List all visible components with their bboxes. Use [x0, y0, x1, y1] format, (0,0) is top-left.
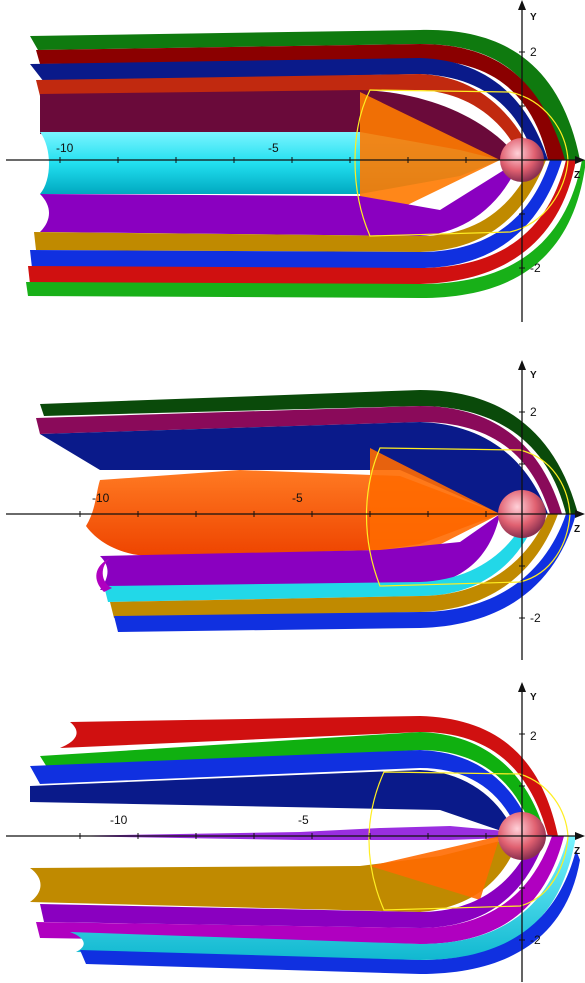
box-outline — [368, 771, 569, 911]
sheet-top-3 — [40, 422, 548, 514]
z-axis-arrow-icon — [575, 832, 585, 840]
y-axis-arrow-icon — [518, 0, 526, 10]
z-tick-label: -5 — [298, 813, 309, 827]
axes — [6, 366, 578, 660]
y-tick-label: 2 — [530, 405, 537, 419]
z-axis-label: Z — [574, 170, 580, 181]
z-tick-label: -10 — [110, 813, 128, 827]
sheet-bottom-1 — [100, 514, 500, 590]
y-ticks — [519, 733, 525, 941]
y-tick-label: -2 — [530, 611, 541, 625]
box-outline — [365, 447, 571, 587]
axes — [6, 688, 578, 982]
z-axis-arrow-icon — [575, 510, 585, 518]
sheet-top-2 — [40, 732, 546, 836]
sheet-top-1 — [60, 716, 558, 836]
z-tick-label: -10 — [56, 141, 74, 155]
sheet-bottom-5 — [80, 850, 580, 974]
sheet-bottom-1 — [40, 160, 520, 236]
y-tick-label: 2 — [530, 45, 537, 59]
sheet-bottom-2 — [40, 836, 546, 928]
panel-2-plot: -10 -5 2 -2 Z Y — [6, 360, 585, 660]
sheet-top-3 — [30, 750, 534, 836]
y-tick-label: 2 — [530, 729, 537, 743]
sheet-bottom-4 — [70, 836, 576, 960]
box-outline — [354, 89, 569, 237]
panel-3-plot: -10 -5 2 -2 Z Y — [6, 682, 585, 982]
z-ticks — [79, 833, 487, 839]
z-axis-label: Z — [574, 524, 580, 535]
y-axis-arrow-icon — [518, 682, 526, 692]
z-ticks — [79, 511, 487, 517]
z-tick-label: -5 — [292, 491, 303, 505]
z-tick-label: -5 — [268, 141, 279, 155]
sheet-bottom-3 — [30, 160, 562, 268]
sheet-bottom-5 — [26, 160, 585, 298]
magnetosphere-sheets — [36, 390, 578, 632]
sheet-bottom-1 — [30, 836, 520, 912]
sheet-center — [60, 826, 560, 840]
magnetosphere-sheets — [26, 29, 585, 298]
y-tick-label: -2 — [530, 261, 541, 275]
panel-3: -10 -5 2 -2 Z Y — [0, 660, 585, 983]
sheet-bottom-5 — [96, 558, 112, 592]
sheet-top-4 — [30, 770, 516, 836]
sheet-bottom-2 — [104, 514, 538, 602]
z-axis-label: Z — [574, 846, 580, 857]
sheet-top-3 — [30, 58, 548, 160]
y-axis-label: Y — [530, 370, 537, 381]
panel-2: -10 -5 2 -2 Z Y — [0, 330, 585, 660]
sheet-bottom-4 — [114, 514, 576, 632]
y-tick-label: -2 — [530, 933, 541, 947]
y-axis-label: Y — [530, 692, 537, 703]
sheet-top-2 — [36, 44, 565, 160]
sheet-bottom-3 — [110, 514, 558, 618]
cone-3 — [370, 836, 500, 900]
sheet-top-2 — [36, 406, 562, 514]
panel-1-plot: -10 -5 2 -2 Z Y — [6, 0, 585, 322]
sheet-bottom-4 — [28, 160, 576, 284]
y-axis-label: Y — [530, 12, 537, 23]
magnetosphere-sheets — [30, 716, 580, 974]
sheet-top-1 — [40, 390, 578, 514]
z-axis-arrow-icon — [575, 156, 585, 164]
sheet-top-1 — [30, 29, 580, 160]
y-ticks — [519, 51, 525, 269]
z-tick-label: -10 — [92, 491, 110, 505]
y-ticks — [519, 411, 525, 619]
y-axis-arrow-icon — [518, 360, 526, 370]
z-ticks — [59, 157, 467, 163]
sheet-bottom-2 — [34, 160, 546, 252]
panel-1: -10 -5 2 -2 Z Y — [0, 0, 585, 330]
